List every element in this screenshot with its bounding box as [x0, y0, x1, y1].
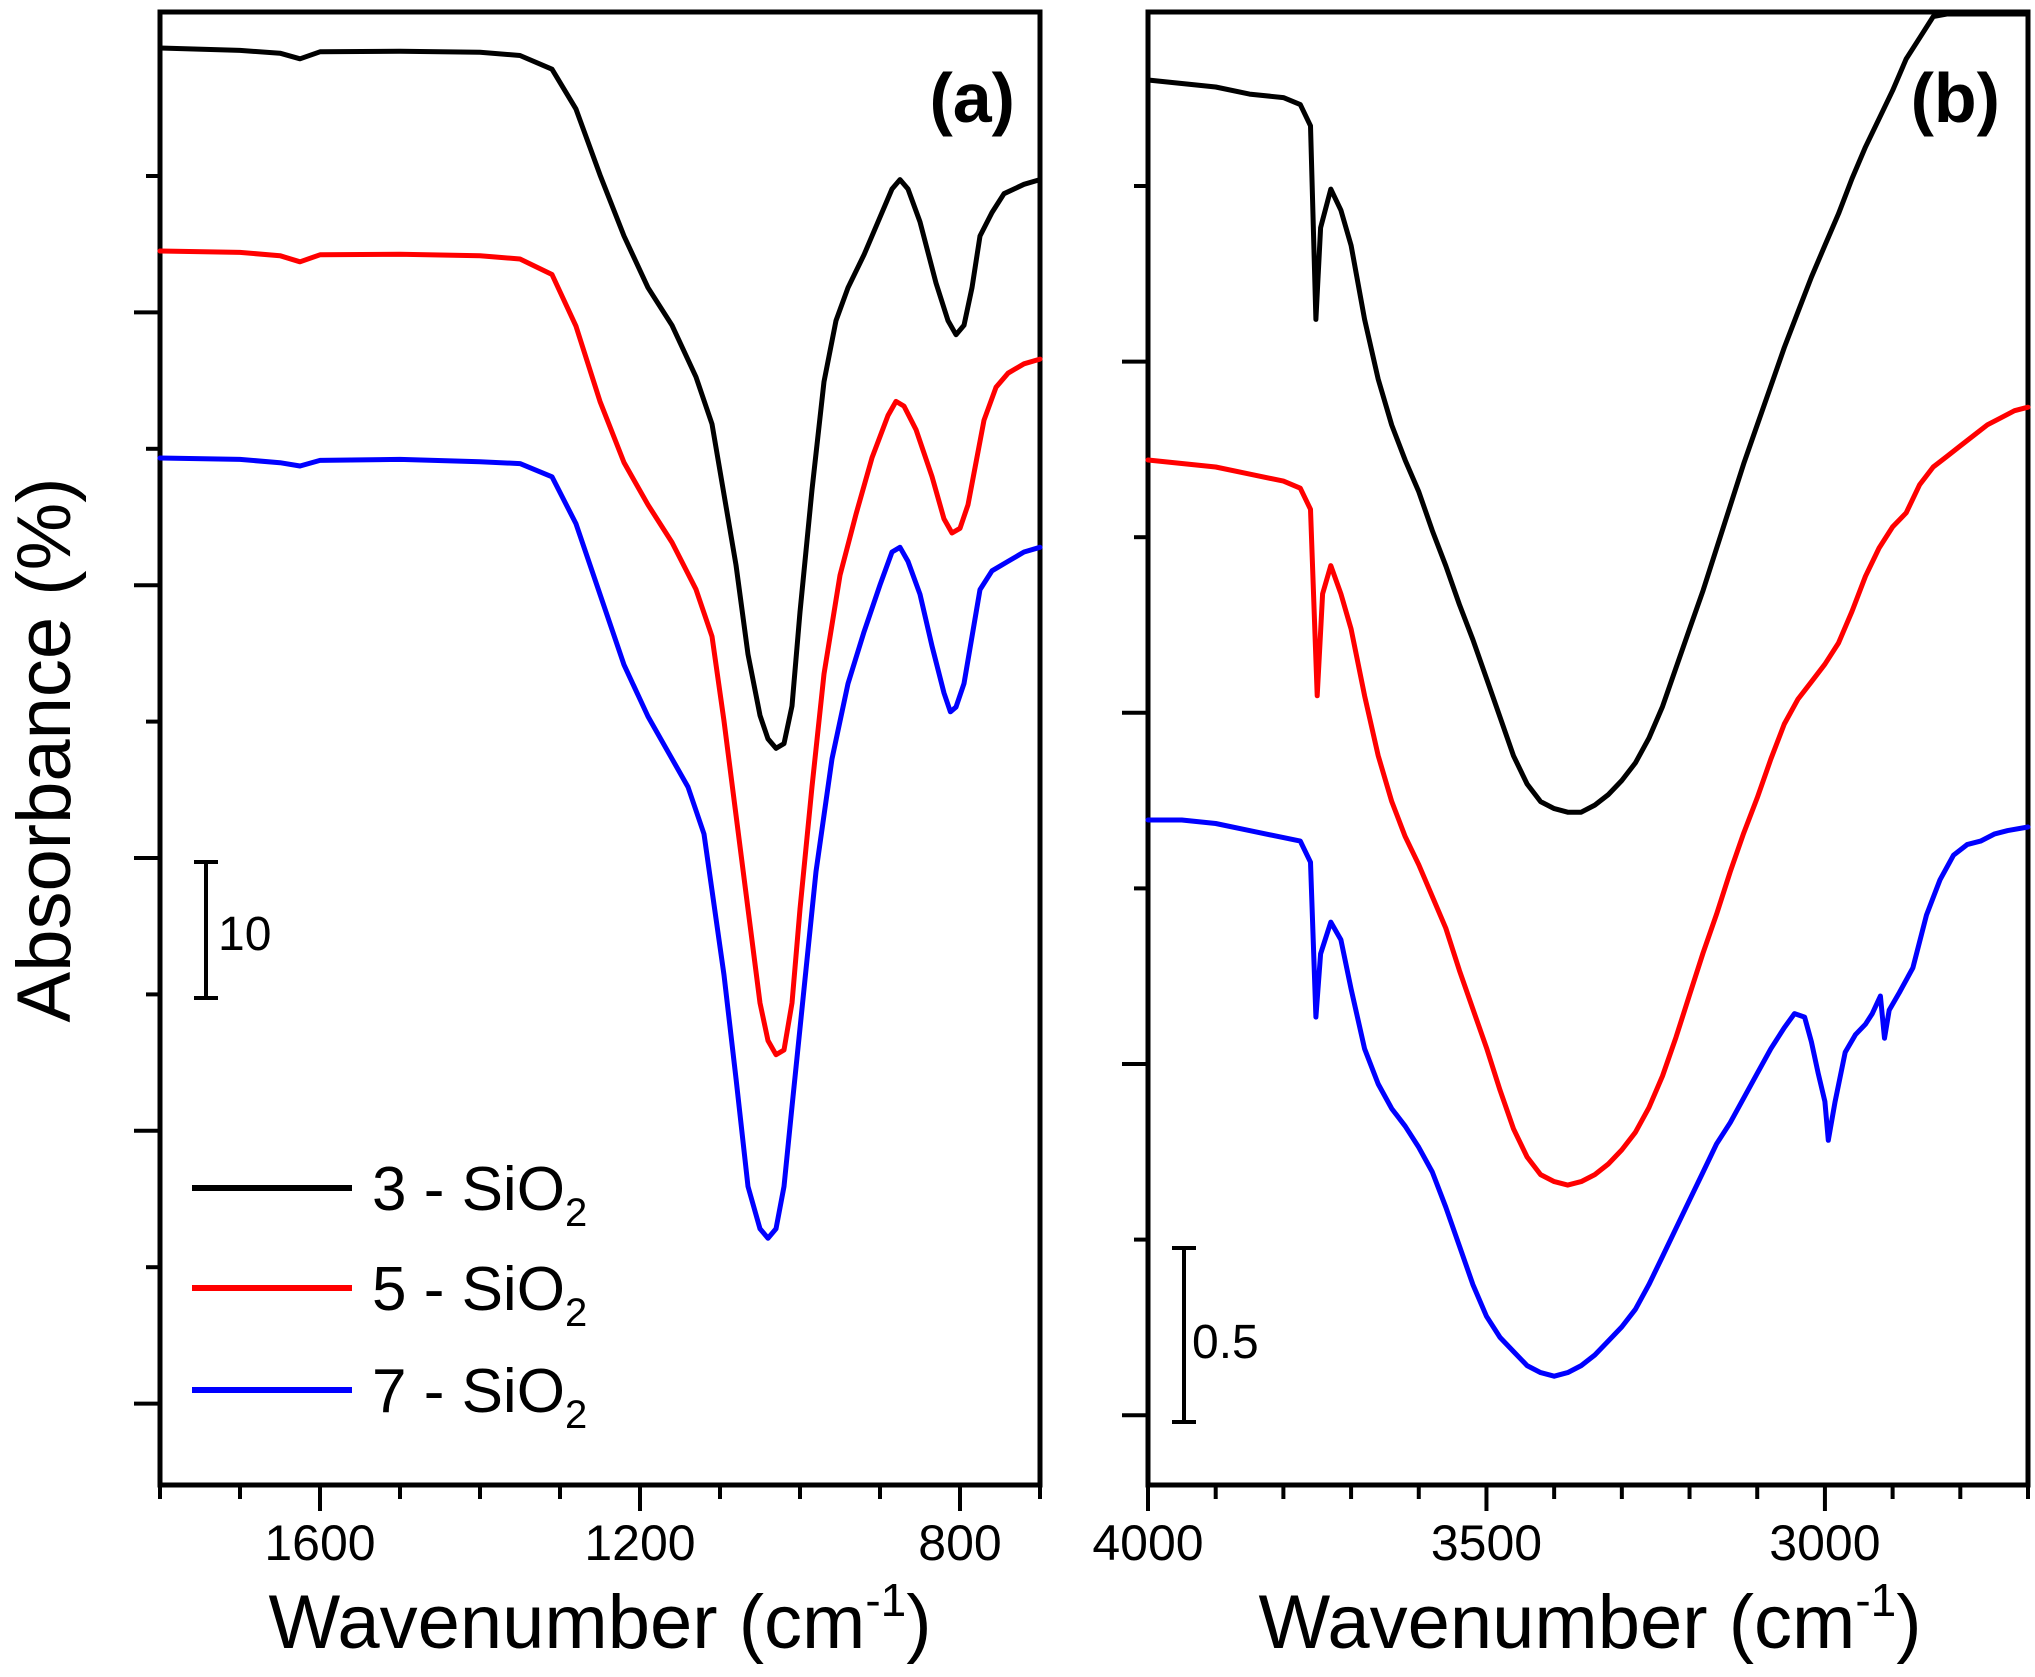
series-line-1	[1145, 11, 2031, 815]
x-axis-label-a-close: )	[906, 1580, 931, 1665]
series-line-1	[157, 45, 1043, 751]
panel-a: 1600 1200 800 (a) Wavenumber (cm-1) Absorb…	[2, 9, 1043, 1665]
legend-label: 7 - SiO2	[372, 1357, 587, 1437]
legend-label: 5 - SiO2	[372, 1255, 587, 1335]
x-tick-label: 1600	[264, 1515, 375, 1571]
series-group-b	[1145, 11, 2031, 1379]
plot-frame-b	[1145, 9, 2031, 1488]
scale-bar-a-label: 10	[218, 908, 271, 961]
panel-label-a: (a)	[929, 59, 1015, 137]
x-axis-label-a: Wavenumber (cm-1)	[268, 1574, 931, 1665]
panel-b: 4000 3500 3000 (b) Wavenumber (cm-1) 0.5	[1092, 9, 2031, 1665]
scale-bar-a: 10	[194, 860, 271, 1000]
x-tick-label: 3500	[1431, 1515, 1542, 1571]
panel-label-b: (b)	[1911, 59, 2000, 137]
x-axis-label-a-sup: -1	[865, 1574, 906, 1626]
x-ticks-b: 4000 3500 3000	[1092, 1485, 2030, 1571]
x-axis-label-b: Wavenumber (cm-1)	[1258, 1574, 1921, 1665]
legend: 3 - SiO2 5 - SiO2 7 - SiO2	[192, 1155, 587, 1437]
series-line-2	[1145, 404, 2031, 1188]
y-ticks-a	[134, 174, 160, 1406]
scale-bar-b-label: 0.5	[1192, 1316, 1259, 1369]
series-group-a	[157, 45, 1043, 1241]
series-line-2	[157, 248, 1043, 1058]
y-axis-label: Absorbance (%)	[2, 478, 87, 1023]
scale-bar-b: 0.5	[1172, 1246, 1259, 1424]
x-axis-label-a-text: Wavenumber (cm	[268, 1580, 865, 1665]
x-tick-label: 800	[918, 1515, 1001, 1571]
plot-frame-a	[157, 9, 1043, 1488]
x-axis-label-b-sup: -1	[1855, 1574, 1896, 1626]
x-axis-label-b-text: Wavenumber (cm	[1258, 1580, 1855, 1665]
series-line-3	[1145, 817, 2031, 1379]
x-tick-label: 1200	[584, 1515, 695, 1571]
y-ticks-b	[1122, 184, 1148, 1418]
x-ticks-a: 1600 1200 800	[158, 1485, 1042, 1571]
x-axis-label-b-close: )	[1896, 1580, 1921, 1665]
x-tick-label: 3000	[1769, 1515, 1880, 1571]
series-line-3	[157, 455, 1043, 1241]
x-tick-label: 4000	[1092, 1515, 1203, 1571]
legend-label: 3 - SiO2	[372, 1155, 587, 1235]
